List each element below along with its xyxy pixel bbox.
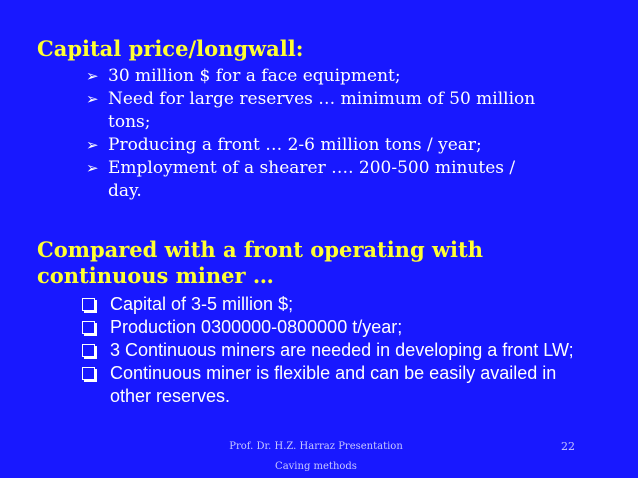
section1-list: ➢ 30 million $ for a face equipment; ➢ N… xyxy=(86,65,548,203)
arrow-bullet-icon: ➢ xyxy=(86,67,99,85)
list-item-text: 3 Continuous miners are needed in develo… xyxy=(110,340,574,360)
footer-subtitle: Caving methods xyxy=(275,461,357,472)
square-bullet-icon xyxy=(82,321,95,334)
arrow-bullet-icon: ➢ xyxy=(86,90,99,108)
square-bullet-icon xyxy=(82,344,95,357)
arrow-bullet-icon: ➢ xyxy=(86,159,99,177)
page-number: 22 xyxy=(561,440,575,453)
section1-title: Capital price/longwall: xyxy=(37,36,304,61)
list-item-text: Need for large reserves … minimum of 50 … xyxy=(108,89,536,132)
list-item: Production 0300000-0800000 t/year; xyxy=(82,316,580,339)
square-bullet-icon xyxy=(82,298,95,311)
list-item: ➢ 30 million $ for a face equipment; xyxy=(86,65,548,88)
list-item-text: Capital of 3-5 million $; xyxy=(110,294,294,314)
list-item: ➢ Producing a front … 2-6 million tons /… xyxy=(86,134,548,157)
section2-list: Capital of 3-5 million $; Production 030… xyxy=(82,293,580,408)
list-item: 3 Continuous miners are needed in develo… xyxy=(82,339,580,362)
square-bullet-icon xyxy=(82,367,95,380)
list-item: ➢ Employment of a shearer …. 200-500 min… xyxy=(86,157,548,203)
list-item: Capital of 3-5 million $; xyxy=(82,293,580,316)
list-item: Continuous miner is flexible and can be … xyxy=(82,362,580,408)
list-item: ➢ Need for large reserves … minimum of 5… xyxy=(86,88,548,134)
section2-title-line2: continuous miner … xyxy=(37,263,274,288)
arrow-bullet-icon: ➢ xyxy=(86,136,99,154)
list-item-text: Continuous miner is flexible and can be … xyxy=(110,363,557,406)
section2-title-line1: Compared with a front operating with xyxy=(37,237,483,262)
list-item-text: 30 million $ for a face equipment; xyxy=(108,66,401,86)
footer: Prof. Dr. H.Z. Harraz Presentation Cavin… xyxy=(216,437,416,477)
list-item-text: Producing a front … 2-6 million tons / y… xyxy=(108,135,482,155)
footer-author: Prof. Dr. H.Z. Harraz Presentation xyxy=(229,441,403,452)
list-item-text: Employment of a shearer …. 200-500 minut… xyxy=(108,158,516,201)
list-item-text: Production 0300000-0800000 t/year; xyxy=(110,317,403,337)
section2-title: Compared with a front operating with con… xyxy=(37,237,483,289)
